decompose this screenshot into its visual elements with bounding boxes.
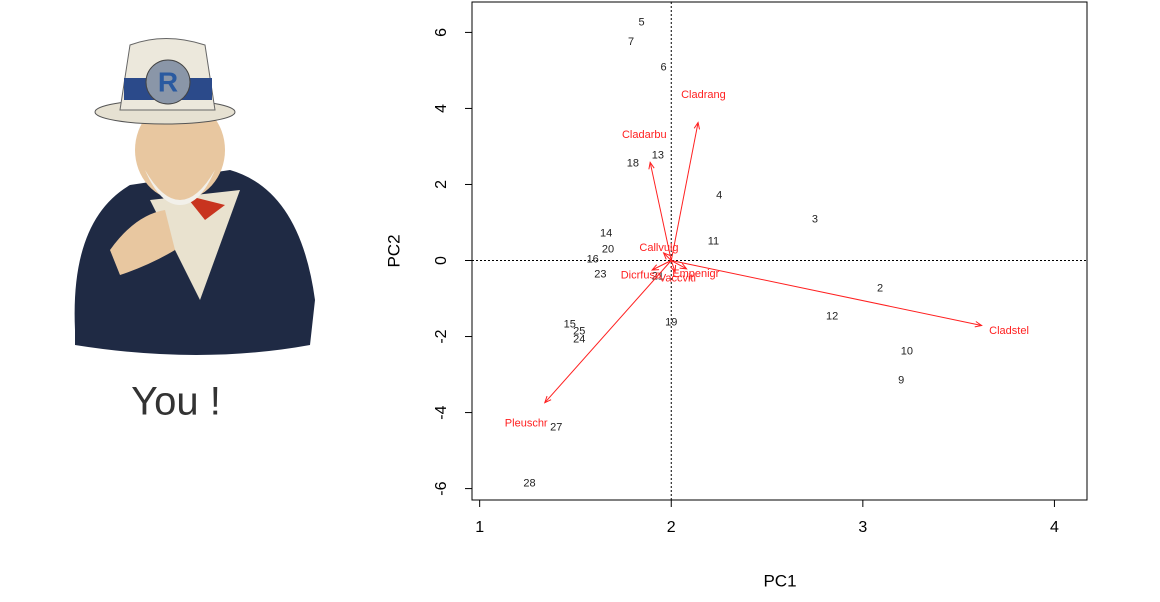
arrow-label: Pleuschr	[505, 418, 548, 430]
point-label: 23	[594, 268, 606, 280]
arrow-label: Callvulg	[639, 242, 678, 254]
y-tick-label: 6	[433, 28, 450, 37]
point-label: 11	[708, 235, 719, 247]
loading-arrow	[651, 260, 672, 271]
y-tick-label: -4	[433, 405, 450, 419]
loading-arrow	[670, 122, 699, 261]
y-tick-label: 2	[433, 180, 450, 189]
arrow-head	[670, 264, 677, 274]
point-label: 20	[602, 243, 614, 255]
x-axis-label: PC1	[763, 571, 796, 590]
point-label: 12	[826, 310, 838, 322]
point-label: 2	[877, 283, 883, 295]
point-label: 27	[550, 421, 562, 433]
uncle-sam-illustration: R	[74, 38, 315, 355]
arrow-label: Cladarbu	[622, 129, 667, 141]
point-label: 13	[652, 149, 664, 161]
point-label: 16	[587, 253, 599, 265]
y-tick-label: 0	[433, 256, 450, 265]
x-tick-label: 1	[475, 519, 484, 536]
arrow-label: Empenigr	[672, 268, 719, 280]
loading-arrow	[649, 162, 672, 261]
point-label: 10	[901, 345, 913, 357]
loading-arrow	[671, 260, 687, 270]
point-label: 7	[628, 36, 634, 48]
arrow-head	[650, 264, 660, 271]
loading-arrow	[670, 260, 676, 273]
point-label: 9	[898, 375, 904, 387]
point-label: 25	[573, 325, 585, 337]
arrow-head	[543, 395, 552, 404]
loading-arrow	[663, 252, 672, 261]
x-tick-label: 4	[1050, 519, 1059, 536]
x-tick-label: 2	[667, 519, 676, 536]
point-label: 4	[716, 189, 722, 201]
arrow-label: Vaccviti	[659, 273, 696, 285]
point-label: 28	[523, 478, 535, 490]
plot-frame	[471, 1, 1088, 501]
arrow-head	[693, 121, 701, 130]
arrow-head	[974, 321, 983, 328]
arrow-head	[648, 161, 655, 170]
y-tick-label: -2	[433, 329, 450, 343]
loading-arrow	[544, 260, 672, 404]
arrow-label: Cladrang	[681, 89, 726, 101]
y-tick-label: 4	[433, 104, 450, 113]
point-label: 5	[638, 16, 644, 28]
arrow-label: Cladstel	[989, 325, 1029, 337]
y-axis-label: PC2	[384, 234, 403, 267]
arrow-head	[679, 263, 688, 270]
point-label: 6	[661, 61, 667, 73]
point-label: 3	[812, 213, 818, 225]
loading-arrow	[671, 260, 982, 326]
arrow-label: Dicrfusc	[621, 270, 661, 282]
caption: You !	[131, 380, 221, 424]
arrow-head	[662, 251, 671, 260]
point-label: 19	[665, 316, 677, 328]
point-label: 18	[627, 157, 639, 169]
y-tick-label: -6	[433, 481, 450, 495]
svg-text:R: R	[158, 66, 178, 97]
point-label: 15	[564, 318, 576, 330]
x-tick-label: 3	[858, 519, 867, 536]
point-label: 14	[600, 227, 612, 239]
point-label: 24	[573, 333, 585, 345]
